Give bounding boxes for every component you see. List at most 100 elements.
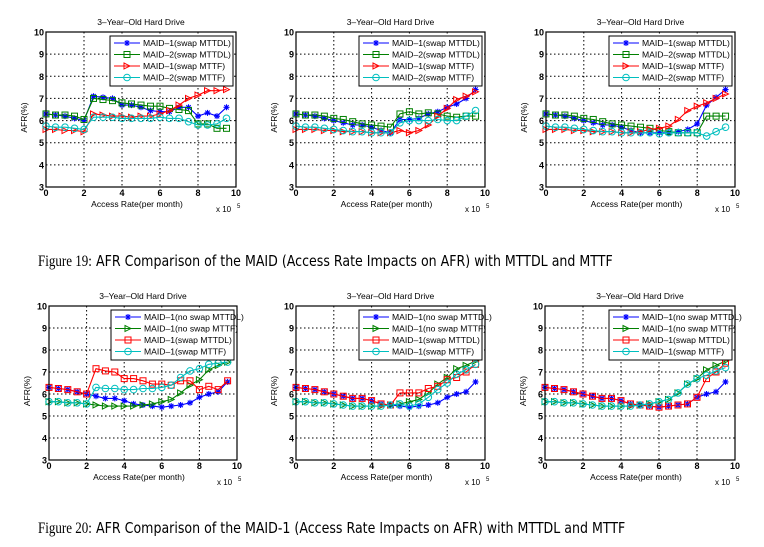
data-point (405, 116, 414, 125)
data-point (92, 383, 100, 392)
chart-1: 0 2 4 6 8 10 3 4 5 6 7 8 9 10 3–Year–Old Hard Drive Acc… (19, 17, 241, 214)
data-point (406, 404, 413, 411)
data-point (71, 115, 78, 122)
y-tick-label: 10 (284, 302, 294, 312)
x-axis-label: Access Rate(per month) (93, 472, 185, 482)
data-point (415, 403, 422, 410)
x-multiplier: x 10 (217, 478, 233, 487)
data-point (137, 114, 145, 123)
data-point (433, 385, 442, 394)
data-point (203, 121, 212, 129)
data-point (694, 120, 701, 127)
legend-item: MAID–2(swap MTTDL) (613, 50, 730, 60)
data-point (102, 395, 109, 402)
x-multiplier: x 10 (715, 205, 731, 214)
data-point (61, 123, 69, 132)
y-tick-label: 3 (539, 183, 544, 193)
data-point (186, 367, 194, 375)
data-point (608, 127, 616, 136)
data-point (339, 401, 348, 409)
x-axis-label: Access Rate(per month) (341, 199, 433, 209)
data-point (148, 400, 157, 408)
chart-4: 0 2 4 6 8 10 3 4 5 6 7 8 9 10 3–Year–Old Hard Drive Acc… (22, 291, 244, 487)
data-point (607, 402, 616, 410)
axes-frame (544, 305, 736, 461)
x-tick-label: 10 (730, 461, 740, 471)
legend-marker (372, 73, 380, 82)
data-point (61, 126, 70, 135)
data-point (99, 113, 107, 122)
data-point (713, 388, 719, 395)
data-point (560, 399, 568, 407)
legend-label: MAID–2(swap MTTDL) (392, 50, 480, 60)
data-point (194, 121, 202, 129)
y-tick-label: 7 (42, 368, 47, 378)
data-point (175, 101, 184, 109)
y-axis-label: AFR(%) (22, 376, 32, 406)
legend-item: MAID–1(swap MTTF) (613, 347, 724, 357)
x-tick-label: 6 (407, 461, 412, 471)
legend-label: MAID–1(no swap MTTDL) (144, 312, 244, 322)
data-point (222, 114, 231, 123)
data-point (471, 106, 480, 115)
figure-20-text: AFR Comparison of the MAID-1 (Access Rat… (96, 519, 626, 537)
y-tick-label: 5 (39, 138, 44, 148)
legend-label: MAID–1(swap MTTDL) (144, 335, 232, 345)
data-point (93, 393, 99, 400)
data-point (598, 394, 606, 402)
data-point (70, 124, 79, 133)
data-point (137, 101, 145, 109)
y-tick-label: 7 (289, 94, 294, 104)
legend-item: MAID–2(swap MTTDL) (114, 50, 231, 60)
data-point (358, 127, 366, 136)
data-point (101, 384, 110, 393)
data-point (194, 91, 203, 99)
data-point (195, 364, 204, 373)
data-point (165, 114, 174, 123)
axes-frame (295, 31, 486, 188)
legend: MAID–1(no swap MTTDL) MAID–1(no swap MTTF… (358, 309, 492, 361)
data-point (377, 128, 385, 137)
legend-label: MAID–1(swap MTTDL) (392, 335, 480, 345)
data-point (425, 110, 432, 117)
data-point (396, 126, 405, 135)
series-line-2 (295, 111, 476, 128)
x-tick-label: 10 (480, 461, 490, 471)
data-point (52, 111, 59, 119)
data-point (655, 130, 664, 138)
y-tick-label: 10 (533, 302, 543, 312)
data-point (721, 123, 730, 132)
figure-19-label: Figure 19: (38, 253, 92, 270)
legend-label: MAID–1(no swap MTTF) (144, 324, 238, 334)
data-point (702, 371, 711, 380)
data-point (120, 375, 128, 383)
y-tick-label: 6 (538, 390, 543, 400)
x-tick-label: 2 (331, 188, 336, 198)
data-point (213, 124, 221, 132)
data-point (111, 402, 119, 410)
data-point (368, 124, 375, 131)
data-point (109, 97, 116, 105)
legend-label: MAID–1(swap MTTF) (144, 347, 226, 357)
legend: MAID–1(swap MTTDL)MAID–2(swap MTTDL)MAID… (608, 35, 733, 87)
data-point (213, 120, 221, 128)
data-point (424, 385, 432, 392)
data-point (453, 100, 460, 107)
data-point (721, 363, 730, 372)
x-axis-label: Access Rate(per month) (341, 472, 433, 482)
legend-marker (622, 336, 630, 344)
data-point (617, 402, 625, 410)
x-tick-label: 8 (695, 188, 700, 198)
legend-item: MAID–1(swap MTTF) (115, 347, 226, 357)
y-tick-label: 8 (538, 346, 543, 356)
series-line-3 (295, 363, 476, 406)
data-point (330, 390, 338, 398)
data-point (359, 122, 366, 128)
legend-marker (123, 73, 131, 82)
data-point (147, 102, 154, 110)
data-point (415, 116, 423, 125)
legend-item: MAID–2(swap MTTF) (613, 73, 724, 83)
legend-marker (124, 336, 132, 344)
data-point (579, 390, 587, 398)
y-tick-label: 6 (539, 116, 544, 126)
